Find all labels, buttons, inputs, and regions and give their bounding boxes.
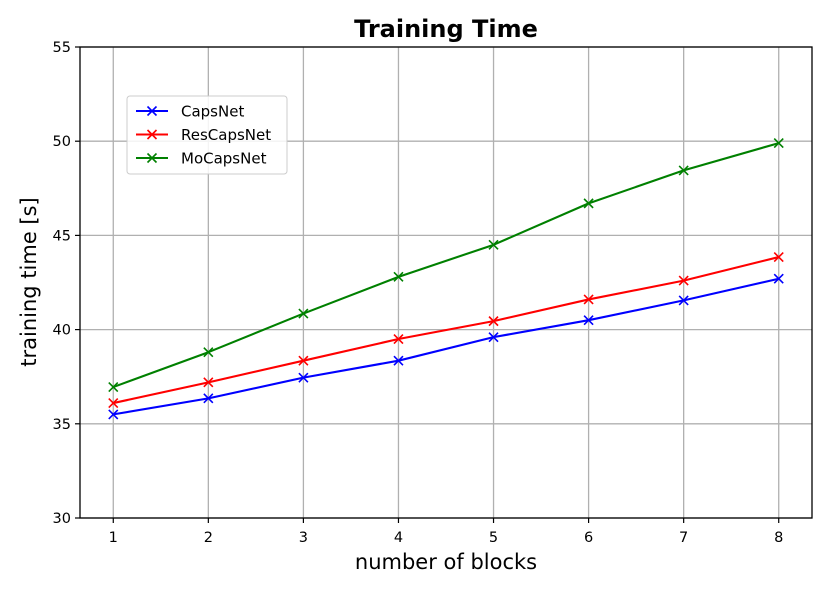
y-axis-ticks: 30 35 40 45 50 55 [53,40,80,527]
legend-label: MoCapsNet [181,150,267,168]
y-tick-label: 30 [53,511,71,527]
y-tick-label: 35 [53,417,71,433]
y-tick-label: 40 [53,323,71,339]
legend-label: ResCapsNet [181,126,271,144]
y-tick-label: 45 [53,228,71,244]
data-point-marker [393,355,404,366]
data-point-marker [298,355,309,366]
legend-marker [146,152,158,164]
x-tick-label: 8 [774,530,783,546]
legend-item: CapsNet [136,103,244,121]
data-point-marker [203,377,214,388]
x-tick-label: 1 [109,530,118,546]
data-point-marker [773,138,784,149]
data-point-marker [773,252,784,263]
chart-title: Training Time [354,15,538,43]
x-tick-label: 5 [489,530,498,546]
x-tick-label: 6 [584,530,593,546]
data-point-marker [678,275,689,286]
data-point-marker [393,333,404,345]
legend-item: MoCapsNet [136,150,267,168]
data-point-marker [583,198,594,209]
data-point-marker [583,315,594,326]
data-point-marker [298,308,309,319]
y-axis-label: training time [s] [17,197,41,366]
series-mocapsnet [108,138,784,393]
data-point-marker [583,294,594,305]
data-point-marker [773,273,784,284]
data-point-marker [393,271,404,282]
series-group [108,138,784,420]
x-tick-label: 7 [679,530,688,546]
data-point-marker [488,332,499,343]
x-tick-label: 4 [394,530,403,546]
series-line [113,256,779,405]
legend-box [126,95,288,175]
data-point-marker [108,409,119,420]
legend-marker [146,129,158,140]
plot-area-frame [79,46,813,519]
data-point-marker [108,398,119,409]
legend: CapsNet ResCapsNet MoCapsNet [126,95,288,175]
legend-marker [146,105,158,117]
legend-label: CapsNet [181,103,244,121]
data-point-marker [108,381,119,393]
data-point-marker [203,347,214,358]
series-capsnet [108,273,784,420]
series-rescapsnet [108,252,784,409]
data-point-marker [203,393,214,404]
data-point-marker [678,295,689,306]
x-tick-label: 3 [299,530,308,546]
legend-item: ResCapsNet [136,126,271,144]
y-tick-label: 55 [53,40,71,56]
data-point-marker [298,372,309,383]
y-tick-label: 50 [53,134,71,150]
x-axis-label: number of blocks [355,550,537,574]
data-point-marker [488,316,499,327]
x-tick-label: 2 [204,530,213,546]
series-line [113,277,779,416]
data-point-marker [488,239,499,250]
data-point-marker [678,165,689,176]
x-axis-ticks: 1 2 3 4 5 6 7 8 [109,518,783,546]
series-line [112,142,780,389]
